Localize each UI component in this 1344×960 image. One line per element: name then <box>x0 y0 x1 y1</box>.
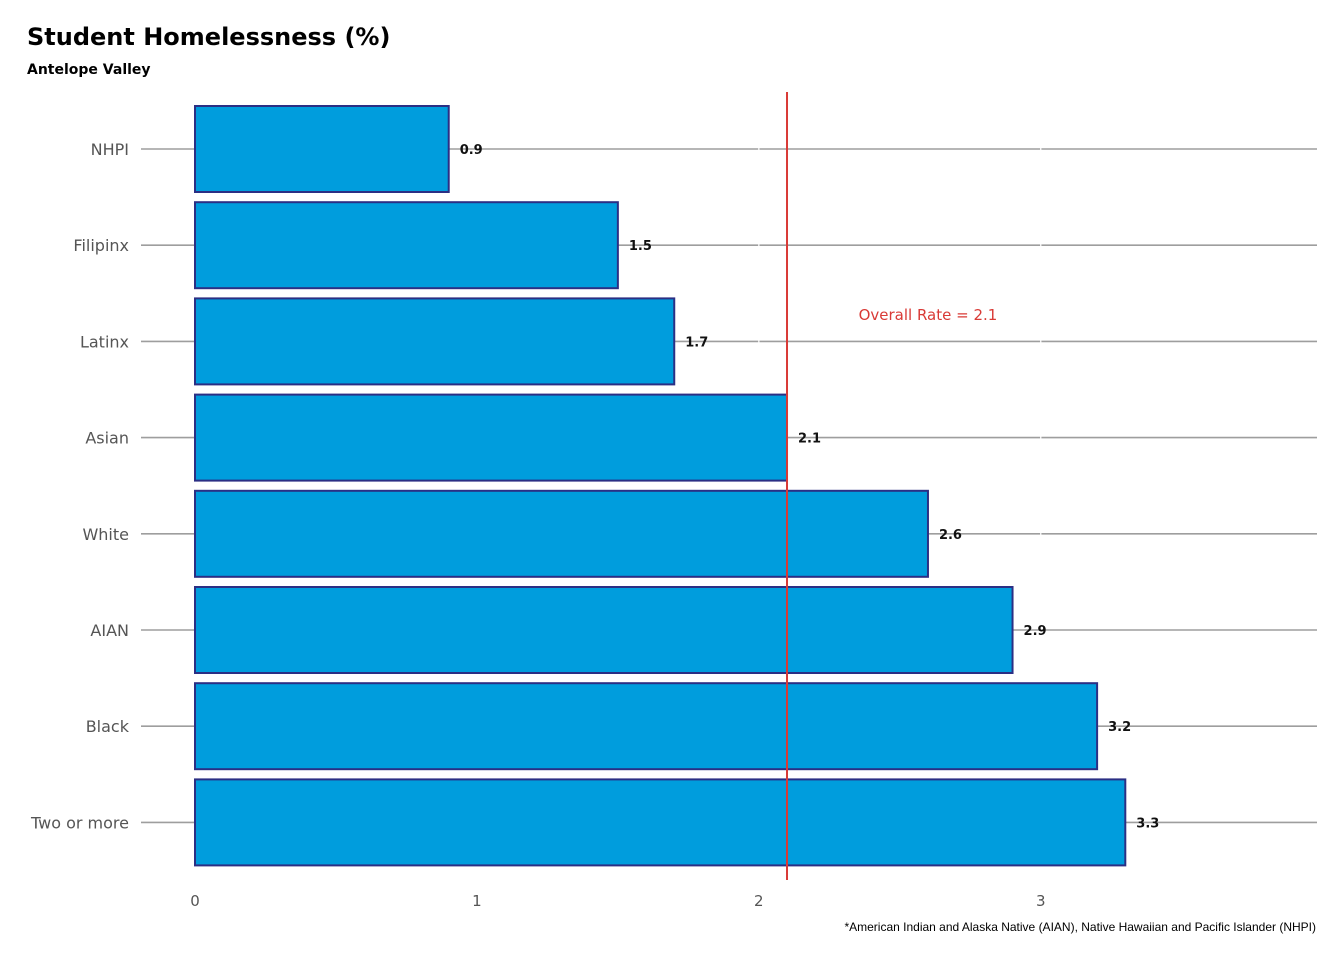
category-label-nhpi: NHPI <box>91 140 129 159</box>
value-label-aian: 2.9 <box>1024 624 1047 639</box>
value-label-two-or-more: 3.3 <box>1136 816 1159 831</box>
category-label-aian: AIAN <box>90 621 129 640</box>
value-label-nhpi: 0.9 <box>460 143 483 158</box>
x-tick-label-2: 2 <box>754 892 764 910</box>
bar-aian <box>194 586 1014 674</box>
category-label-latinx: Latinx <box>80 332 129 351</box>
chart-title: Student Homelessness (%) <box>27 23 390 51</box>
value-label-latinx: 1.7 <box>685 335 708 350</box>
reference-line-group: Overall Rate = 2.1 <box>786 92 998 880</box>
value-label-filipinx: 1.5 <box>629 239 652 254</box>
chart-subtitle: Antelope Valley <box>27 62 151 78</box>
bar-filipinx <box>194 201 619 290</box>
bar-nhpi <box>194 105 450 193</box>
value-label-asian: 2.1 <box>798 432 821 447</box>
footnote: *American Indian and Alaska Native (AIAN… <box>844 920 1316 934</box>
x-tick-label-1: 1 <box>472 892 482 910</box>
labels: NHPI Filipinx Latinx Asian White AIAN Black Two… <box>30 140 1159 910</box>
value-label-white: 2.6 <box>939 528 962 543</box>
x-tick-label-0: 0 <box>190 892 200 910</box>
category-label-two-or-more: Two or more <box>30 813 129 832</box>
bar-white <box>194 489 929 578</box>
category-label-asian: Asian <box>85 429 129 448</box>
category-label-black: Black <box>86 717 130 736</box>
value-label-black: 3.2 <box>1108 720 1131 735</box>
category-label-filipinx: Filipinx <box>73 236 129 255</box>
category-label-white: White <box>82 525 129 544</box>
bar-two-or-more <box>194 778 1127 867</box>
bar-asian <box>194 393 789 482</box>
bar-black <box>194 682 1099 771</box>
reference-line-label: Overall Rate = 2.1 <box>859 306 998 324</box>
x-tick-label-3: 3 <box>1036 892 1046 910</box>
bars <box>194 105 1127 867</box>
bar-latinx <box>194 297 676 386</box>
